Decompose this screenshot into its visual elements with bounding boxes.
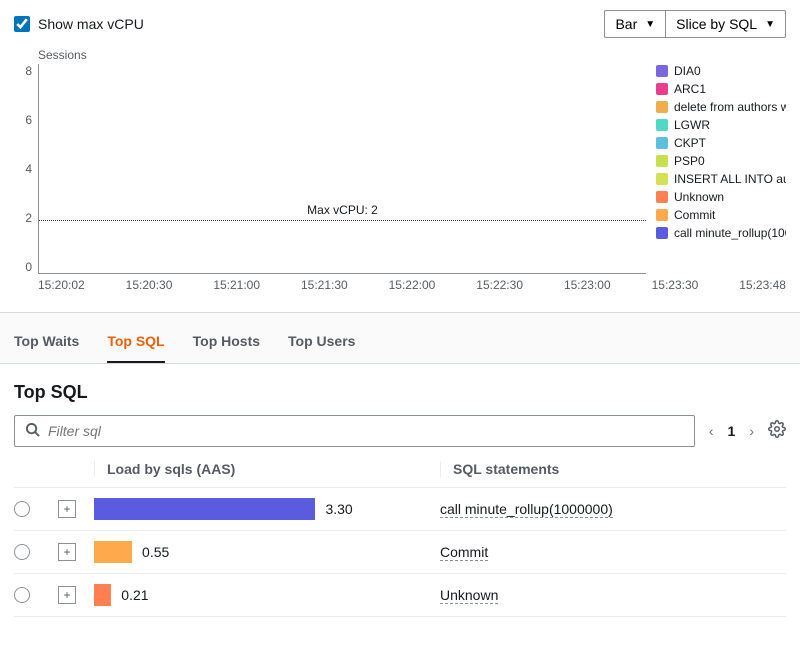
y-axis: 86420 (14, 64, 38, 274)
sql-statement[interactable]: Unknown (440, 587, 498, 604)
content-heading: Top SQL (14, 382, 786, 403)
y-axis-label: Sessions (38, 48, 786, 62)
legend-item: LGWR (656, 118, 786, 132)
next-page-button[interactable]: › (749, 423, 754, 439)
expand-row-button[interactable]: + (58, 543, 76, 561)
show-max-vcpu-label: Show max vCPU (38, 16, 144, 32)
page-number: 1 (728, 423, 736, 439)
chart-legend: DIA0 ARC1 delete from authors w LGWR CKPT PSP… (646, 64, 786, 274)
load-value: 3.30 (325, 501, 352, 517)
show-max-vcpu-checkbox[interactable]: Show max vCPU (14, 16, 144, 32)
row-radio[interactable] (14, 544, 30, 560)
tab-top-waits[interactable]: Top Waits (14, 333, 79, 363)
legend-item: call minute_rollup(100 (656, 226, 786, 240)
expand-row-button[interactable]: + (58, 500, 76, 518)
legend-item: Commit (656, 208, 786, 222)
caret-down-icon: ▼ (765, 19, 775, 30)
tab-top-hosts[interactable]: Top Hosts (193, 333, 260, 363)
legend-item: INSERT ALL INTO au (656, 172, 786, 186)
tabs: Top Waits Top SQL Top Hosts Top Users (14, 313, 786, 363)
filter-input-wrap[interactable] (14, 415, 695, 447)
legend-item: ARC1 (656, 82, 786, 96)
prev-page-button[interactable]: ‹ (709, 423, 714, 439)
legend-item: delete from authors w (656, 100, 786, 114)
table-body: +3.30 call minute_rollup(1000000) +0.55 Com… (14, 488, 786, 617)
pagination: ‹ 1 › (709, 423, 754, 439)
load-bar (94, 541, 132, 563)
table-header: Load by sqls (AAS) SQL statements (14, 447, 786, 488)
sql-statement[interactable]: call minute_rollup(1000000) (440, 501, 613, 518)
table-row: +3.30 call minute_rollup(1000000) (14, 488, 786, 531)
load-bar (94, 584, 111, 606)
load-value: 0.55 (142, 544, 169, 560)
legend-item: Unknown (656, 190, 786, 204)
legend-item: CKPT (656, 136, 786, 150)
table-row: +0.55 Commit (14, 531, 786, 574)
tab-top-sql[interactable]: Top SQL (107, 333, 164, 363)
search-icon (25, 422, 40, 440)
chart-plot: Max vCPU: 2 (38, 64, 646, 274)
load-bar (94, 498, 315, 520)
row-radio[interactable] (14, 501, 30, 517)
chart-type-select[interactable]: Bar ▼ (604, 10, 665, 38)
row-radio[interactable] (14, 587, 30, 603)
x-axis: 15:20:0215:20:3015:21:0015:21:3015:22:00… (38, 278, 786, 292)
caret-down-icon: ▼ (645, 19, 655, 30)
legend-item: DIA0 (656, 64, 786, 78)
expand-row-button[interactable]: + (58, 586, 76, 604)
show-max-vcpu-input[interactable] (14, 16, 30, 32)
table-row: +0.21 Unknown (14, 574, 786, 617)
sql-statement[interactable]: Commit (440, 544, 488, 561)
settings-gear-icon[interactable] (768, 420, 786, 443)
max-vcpu-line (39, 220, 646, 221)
load-value: 0.21 (121, 587, 148, 603)
max-vcpu-label: Max vCPU: 2 (303, 203, 382, 217)
filter-sql-input[interactable] (48, 423, 684, 439)
legend-item: PSP0 (656, 154, 786, 168)
tab-top-users[interactable]: Top Users (288, 333, 355, 363)
slice-by-select[interactable]: Slice by SQL ▼ (665, 10, 786, 38)
